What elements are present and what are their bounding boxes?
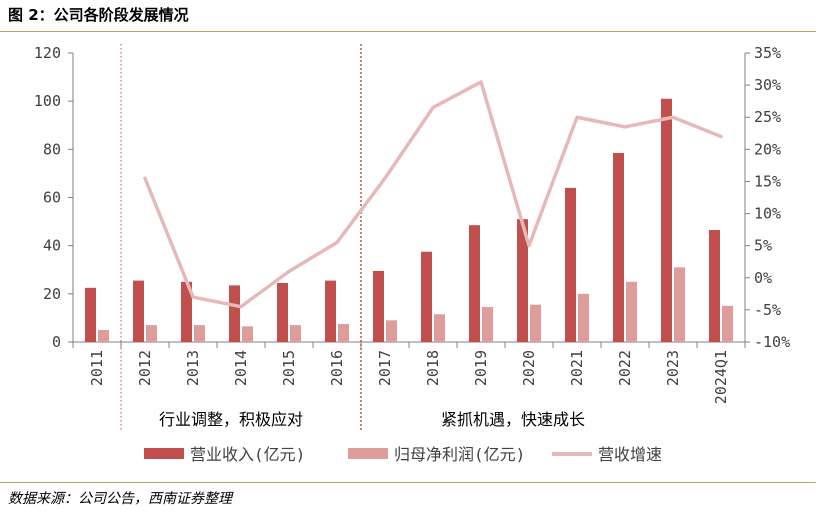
x-tick-label: 2012 <box>136 350 154 386</box>
net-profit-bar <box>674 267 685 342</box>
top-rule <box>0 31 816 32</box>
right-tick-label: 5% <box>754 237 772 255</box>
bottom-rule <box>0 482 816 483</box>
left-tick-label: 100 <box>34 92 61 110</box>
source-note: 数据来源：公司公告，西南证券整理 <box>8 491 232 507</box>
legend-growth-label: 营收增速 <box>598 445 662 464</box>
right-tick-label: 0% <box>754 269 772 287</box>
right-tick-label: -5% <box>754 301 781 319</box>
net-profit-bar <box>626 281 637 342</box>
x-tick-label: 2017 <box>376 350 394 386</box>
legend: 营业收入(亿元) 归母净利润(亿元) 营收增速 <box>144 445 662 464</box>
x-tick-label: 2019 <box>472 350 490 386</box>
legend-net-profit-swatch <box>348 448 388 459</box>
bars <box>85 98 733 342</box>
revenue-bar <box>229 285 240 342</box>
net-profit-bar <box>482 307 493 342</box>
net-profit-bar <box>434 314 445 342</box>
revenue-bar <box>661 98 672 342</box>
net-profit-bar <box>146 325 157 342</box>
growth-series-line <box>143 80 723 309</box>
left-tick-label: 120 <box>34 44 61 62</box>
left-tick-label: 20 <box>43 285 61 303</box>
revenue-bar <box>517 219 528 342</box>
x-axis: 2011 2012 2013 2014 2015 2016 2017 2018 2019 2020… <box>72 341 746 404</box>
x-tick-label: 2016 <box>328 350 346 386</box>
figure-title: 图 2：公司各阶段发展情况 <box>8 6 189 24</box>
right-tick-label: 25% <box>754 108 781 126</box>
net-profit-bar <box>290 325 301 342</box>
x-tick-label: 2011 <box>88 350 106 386</box>
right-axis: -10% -5% 0% 5% 10% 15% 20% 25% 30% 35% <box>744 44 790 351</box>
right-tick-label: 10% <box>754 205 781 223</box>
x-tick-label: 2021 <box>568 350 586 386</box>
phase-label: 行业调整，积极应对 <box>159 410 303 429</box>
net-profit-bar <box>722 305 733 342</box>
right-tick-label: 20% <box>754 140 781 158</box>
left-tick-label: 60 <box>43 189 61 207</box>
x-tick-label: 2015 <box>280 350 298 386</box>
revenue-bar <box>421 251 432 342</box>
phase-dividers <box>120 44 362 430</box>
revenue-bar <box>133 280 144 342</box>
net-profit-bar <box>578 293 589 342</box>
phase-labels: 行业调整，积极应对 紧抓机遇，快速成长 <box>159 410 585 429</box>
revenue-bar <box>469 225 480 342</box>
right-tick-label: 35% <box>754 44 781 62</box>
x-tick-label: 2020 <box>520 350 538 386</box>
revenue-bar <box>565 187 576 342</box>
net-profit-bar <box>194 325 205 342</box>
revenue-bar <box>613 152 624 342</box>
legend-revenue-swatch <box>144 448 184 459</box>
net-profit-bar <box>98 329 109 342</box>
right-tick-label: 15% <box>754 172 781 190</box>
net-profit-bar <box>242 326 253 342</box>
revenue-bar <box>709 230 720 342</box>
revenue-bar <box>181 281 192 342</box>
growth-line <box>143 80 723 309</box>
phase-label: 紧抓机遇，快速成长 <box>441 410 585 429</box>
left-tick-label: 0 <box>52 333 61 351</box>
right-tick-label: -10% <box>754 333 790 351</box>
x-tick-label: 2013 <box>184 350 202 386</box>
left-axis: 0 20 40 60 80 100 120 <box>34 44 74 351</box>
x-tick-label: 2018 <box>424 350 442 386</box>
right-tick-label: 30% <box>754 76 781 94</box>
net-profit-bar <box>338 323 349 342</box>
x-tick-label: 2014 <box>232 350 250 386</box>
revenue-bar <box>325 280 336 342</box>
net-profit-bar <box>386 320 397 342</box>
revenue-bar <box>85 287 96 342</box>
left-tick-label: 80 <box>43 140 61 158</box>
revenue-bar <box>373 270 384 342</box>
x-tick-label: 2022 <box>616 350 634 386</box>
left-tick-label: 40 <box>43 237 61 255</box>
x-tick-label: 2023 <box>664 350 682 386</box>
x-tick-label: 2024Q1 <box>712 350 730 404</box>
legend-net-profit-label: 归母净利润(亿元) <box>394 445 525 464</box>
legend-revenue-label: 营业收入(亿元) <box>190 445 305 464</box>
net-profit-bar <box>530 304 541 342</box>
revenue-bar <box>277 282 288 342</box>
